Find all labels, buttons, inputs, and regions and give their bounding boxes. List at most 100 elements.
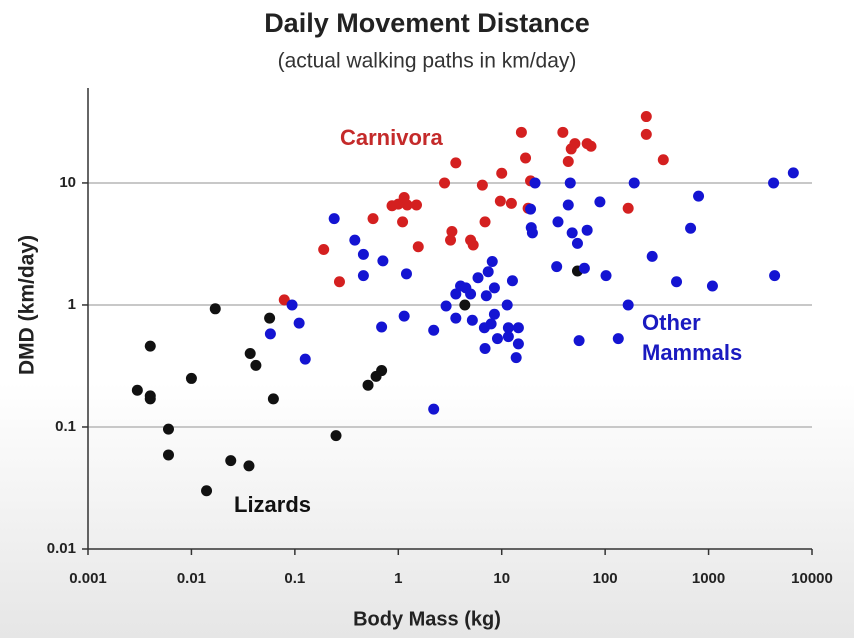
point bbox=[370, 370, 382, 382]
point bbox=[376, 321, 388, 333]
y-axis-label: DMD (km/day) bbox=[16, 235, 39, 375]
point bbox=[622, 202, 634, 214]
chart-subtitle: (actual walking paths in km/day) bbox=[278, 50, 577, 73]
series-label: Lizards bbox=[234, 492, 312, 517]
point bbox=[529, 177, 541, 189]
point bbox=[428, 324, 440, 336]
point bbox=[264, 312, 276, 324]
point bbox=[562, 155, 574, 167]
point bbox=[569, 138, 581, 150]
x-tick-label: 1 bbox=[394, 570, 402, 587]
x-tick-label: 0.001 bbox=[69, 570, 107, 587]
point bbox=[362, 379, 374, 391]
point bbox=[401, 199, 413, 211]
point bbox=[446, 226, 458, 238]
point bbox=[612, 333, 624, 345]
point bbox=[505, 197, 517, 209]
point bbox=[450, 312, 462, 324]
point bbox=[250, 359, 262, 371]
point bbox=[496, 167, 508, 179]
point bbox=[243, 460, 255, 472]
point bbox=[357, 248, 369, 260]
y-tick-label: 0.1 bbox=[55, 418, 76, 435]
point bbox=[144, 393, 156, 405]
x-tick-label: 0.1 bbox=[284, 570, 305, 587]
point bbox=[578, 262, 590, 274]
point bbox=[566, 227, 578, 239]
y-tick-label: 0.01 bbox=[47, 540, 76, 557]
y-tick-label: 1 bbox=[68, 296, 76, 313]
chart-title: Daily Movement Distance bbox=[264, 8, 590, 38]
point bbox=[162, 449, 174, 461]
point bbox=[410, 199, 422, 211]
point bbox=[428, 403, 440, 415]
point bbox=[671, 276, 683, 288]
point bbox=[657, 154, 669, 166]
point bbox=[488, 282, 500, 294]
point bbox=[494, 195, 506, 207]
point bbox=[397, 216, 409, 228]
point bbox=[506, 275, 518, 287]
point bbox=[209, 303, 221, 315]
point bbox=[445, 234, 457, 246]
series-label: Other Mammals bbox=[642, 310, 743, 365]
point bbox=[515, 126, 527, 138]
point bbox=[440, 300, 452, 312]
point bbox=[502, 322, 514, 334]
point bbox=[510, 352, 522, 364]
point bbox=[512, 338, 524, 350]
point bbox=[144, 340, 156, 352]
point bbox=[467, 239, 479, 251]
point bbox=[485, 318, 497, 330]
point bbox=[465, 288, 477, 300]
point bbox=[479, 342, 491, 354]
point bbox=[367, 213, 379, 225]
point bbox=[377, 255, 389, 267]
point bbox=[600, 270, 612, 282]
point bbox=[512, 322, 524, 334]
series-label: Carnivora bbox=[340, 125, 443, 150]
point bbox=[480, 290, 492, 302]
point bbox=[585, 140, 597, 152]
point bbox=[562, 199, 574, 211]
point bbox=[333, 276, 345, 288]
point bbox=[502, 331, 514, 343]
point bbox=[476, 179, 488, 191]
point bbox=[439, 177, 451, 189]
point bbox=[185, 372, 197, 384]
point bbox=[693, 190, 705, 202]
point bbox=[564, 177, 576, 189]
point bbox=[768, 177, 780, 189]
x-tick-label: 10000 bbox=[791, 570, 833, 587]
point bbox=[398, 310, 410, 322]
point bbox=[594, 196, 606, 208]
point bbox=[466, 314, 478, 326]
y-tick-label: 10 bbox=[59, 174, 76, 191]
point bbox=[520, 152, 532, 164]
point bbox=[450, 288, 462, 300]
point bbox=[412, 241, 424, 253]
point bbox=[278, 294, 290, 306]
point bbox=[486, 256, 498, 268]
point bbox=[459, 299, 471, 311]
point bbox=[628, 177, 640, 189]
point bbox=[162, 423, 174, 435]
point bbox=[787, 167, 799, 179]
x-axis-label: Body Mass (kg) bbox=[353, 608, 501, 630]
point bbox=[571, 237, 583, 249]
point bbox=[264, 328, 276, 340]
point bbox=[573, 335, 585, 347]
point bbox=[581, 224, 593, 236]
point bbox=[299, 353, 311, 365]
point bbox=[225, 455, 237, 467]
point bbox=[640, 128, 652, 140]
point bbox=[244, 348, 256, 360]
point bbox=[286, 299, 298, 311]
point bbox=[472, 272, 484, 284]
point bbox=[328, 213, 340, 225]
x-tick-label: 0.01 bbox=[177, 570, 206, 587]
point bbox=[450, 157, 462, 169]
point bbox=[526, 227, 538, 239]
